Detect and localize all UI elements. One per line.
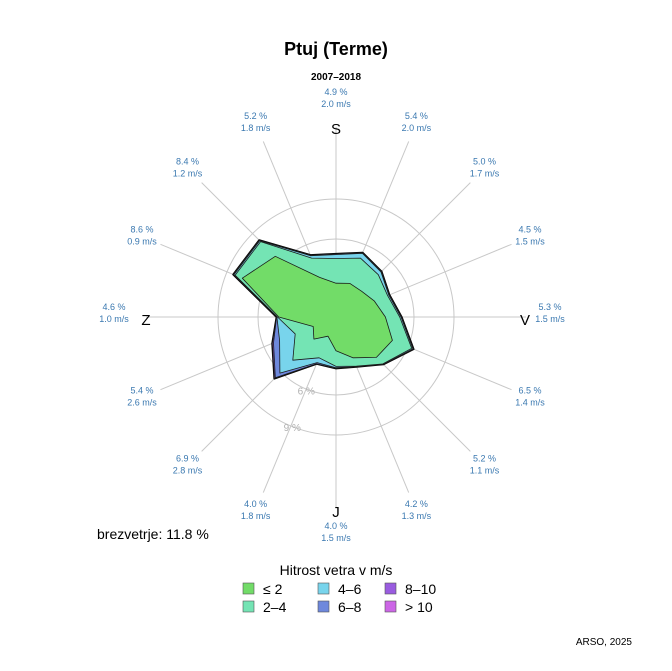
chart-title: Ptuj (Terme)	[284, 39, 388, 59]
direction-frequency-label: 4.9 %	[324, 87, 347, 97]
direction-frequency-label: 4.5 %	[519, 225, 542, 235]
direction-speed-label: 1.8 m/s	[241, 123, 271, 133]
direction-speed-label: 1.2 m/s	[173, 169, 203, 179]
direction-speed-label: 1.5 m/s	[535, 314, 565, 324]
ring-label: 9 %	[284, 423, 301, 434]
direction-frequency-label: 6.5 %	[519, 385, 542, 395]
legend-entry-label: 8–10	[405, 581, 436, 597]
direction-frequency-label: 5.4 %	[405, 111, 428, 121]
direction-speed-label: 1.1 m/s	[470, 465, 500, 475]
ring-labels: 6 % 9 %	[284, 386, 315, 433]
legend: ≤ 2 2–4 4–6 6–8 8–10 > 10	[242, 581, 436, 615]
direction-frequency-label: 8.6 %	[130, 225, 153, 235]
legend-entry-label: ≤ 2	[263, 581, 283, 597]
calm-label: brezvetrje: 11.8 %	[97, 526, 209, 542]
cardinal-east-label: V	[520, 312, 530, 329]
direction-speed-label: 1.0 m/s	[99, 314, 129, 324]
legend-swatch	[384, 600, 397, 613]
legend-title: Hitrost vetra v m/s	[280, 562, 393, 578]
cardinal-north-label: S	[331, 121, 341, 138]
grid-ring	[257, 238, 415, 396]
direction-speed-label: 1.5 m/s	[321, 533, 351, 543]
legend-entry-label: 2–4	[263, 599, 287, 615]
direction-speed-label: 1.8 m/s	[241, 511, 271, 521]
legend-entry-label: 4–6	[338, 581, 362, 597]
credit-label: ARSO, 2025	[576, 637, 633, 648]
direction-speed-label: 1.4 m/s	[515, 397, 545, 407]
cardinal-south-label: J	[332, 504, 340, 521]
direction-speed-label: 0.9 m/s	[127, 237, 157, 247]
cardinal-west-label: Z	[141, 312, 150, 329]
direction-labels: 4.9 % 2.0 m/s 5.4 % 2.0 m/s 5.0 % 1.7 m/s 4.5 …	[99, 87, 565, 543]
wind-area-1	[241, 255, 393, 359]
grid-ring	[217, 198, 455, 436]
direction-speed-label: 1.7 m/s	[470, 169, 500, 179]
direction-frequency-label: 5.3 %	[538, 302, 561, 312]
legend-swatch	[317, 600, 330, 613]
direction-frequency-label: 4.6 %	[102, 302, 125, 312]
direction-frequency-label: 4.0 %	[244, 499, 267, 509]
legend-swatch	[242, 600, 255, 613]
direction-frequency-label: 4.2 %	[405, 499, 428, 509]
ring-label: 6 %	[298, 386, 315, 397]
direction-speed-label: 2.6 m/s	[127, 397, 157, 407]
legend-swatch	[242, 582, 255, 595]
direction-speed-label: 1.5 m/s	[515, 237, 545, 247]
direction-frequency-label: 5.2 %	[473, 453, 496, 463]
legend-swatch	[317, 582, 330, 595]
legend-entry-label: > 10	[405, 599, 433, 615]
direction-frequency-label: 5.4 %	[130, 385, 153, 395]
direction-speed-label: 2.8 m/s	[173, 465, 203, 475]
legend-entry-label: 6–8	[338, 599, 362, 615]
direction-frequency-label: 8.4 %	[176, 157, 199, 167]
wind-areas	[232, 239, 415, 380]
chart-subtitle: 2007–2018	[311, 72, 361, 83]
direction-frequency-label: 5.0 %	[473, 157, 496, 167]
direction-speed-label: 2.0 m/s	[402, 123, 432, 133]
direction-frequency-label: 5.2 %	[244, 111, 267, 121]
direction-frequency-label: 4.0 %	[324, 521, 347, 531]
direction-speed-label: 1.3 m/s	[402, 511, 432, 521]
direction-frequency-label: 6.9 %	[176, 453, 199, 463]
legend-swatch	[384, 582, 397, 595]
direction-speed-label: 2.0 m/s	[321, 99, 351, 109]
